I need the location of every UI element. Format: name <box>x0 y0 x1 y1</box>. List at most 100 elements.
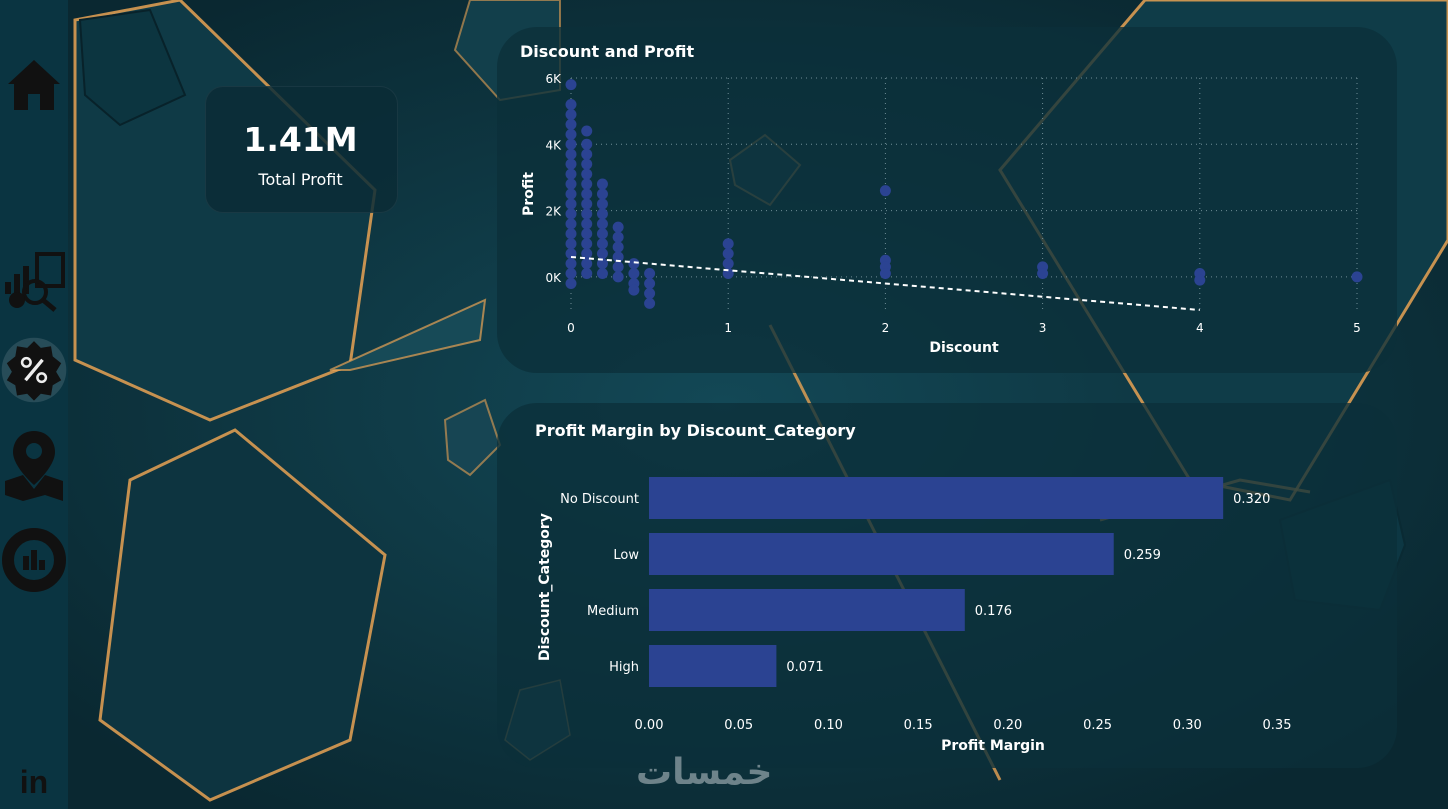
scatter-point <box>581 198 593 210</box>
scatter-point <box>581 125 593 137</box>
scatter-point <box>722 258 734 270</box>
category-label: High <box>609 660 639 675</box>
scatter-point <box>879 268 891 280</box>
scatter-point <box>581 248 593 260</box>
scatter-point <box>612 271 624 283</box>
scatter-point <box>722 238 734 250</box>
scatter-point <box>565 198 577 210</box>
x-tick-label: 0.15 <box>904 718 933 733</box>
data-label: 0.071 <box>786 660 823 675</box>
scatter-point <box>565 178 577 190</box>
scatter-chart-title: Discount and Profit <box>520 42 695 61</box>
scatter-point <box>722 248 734 260</box>
category-label: Medium <box>587 604 639 619</box>
scatter-point <box>565 128 577 140</box>
category-label: Low <box>613 548 639 563</box>
scatter-chart: 0K 2K 4K 6K 0 1 2 3 4 5 Discount Profit <box>521 72 1363 356</box>
x-axis-label: Discount <box>929 340 999 356</box>
scatter-point <box>596 238 608 250</box>
scatter-point <box>644 287 656 299</box>
home-icon[interactable] <box>0 52 68 116</box>
scatter-point <box>612 251 624 263</box>
scatter-point <box>612 221 624 233</box>
scatter-point <box>596 208 608 220</box>
scatter-chart-card <box>497 27 1397 373</box>
sidebar-nav: in <box>0 0 68 809</box>
x-axis-label: Profit Margin <box>941 738 1045 754</box>
scatter-point <box>1351 271 1363 283</box>
x-tick-label: 0.25 <box>1083 718 1112 733</box>
scatter-point <box>565 118 577 130</box>
scatter-point <box>565 108 577 120</box>
scatter-point <box>644 297 656 309</box>
scatter-point <box>596 198 608 210</box>
kpi-label: Total Profit <box>258 170 343 189</box>
scatter-point <box>879 185 891 197</box>
scatter-point <box>565 228 577 240</box>
scatter-point <box>565 268 577 280</box>
data-label: 0.176 <box>975 604 1012 619</box>
x-tick-label: 3 <box>1039 321 1047 335</box>
scatter-point <box>596 268 608 280</box>
data-label: 0.320 <box>1233 492 1270 507</box>
bar-chart: No Discount 0.320 Low 0.259 Medium 0.176 High 0… <box>537 477 1292 754</box>
bar <box>649 477 1224 519</box>
x-tick-label: 2 <box>882 321 890 335</box>
map-icon[interactable] <box>0 428 68 504</box>
scatter-point <box>581 178 593 190</box>
scatter-point <box>565 79 577 91</box>
bar <box>649 589 965 631</box>
scatter-point <box>581 268 593 280</box>
scatter-point <box>565 277 577 289</box>
x-tick-label: 0.10 <box>814 718 843 733</box>
scatter-point <box>612 241 624 253</box>
discount-icon[interactable] <box>0 330 68 410</box>
scatter-point <box>581 228 593 240</box>
scatter-point <box>565 208 577 220</box>
scatter-point <box>1194 274 1206 286</box>
total-profit-card <box>205 86 398 213</box>
data-label: 0.259 <box>1124 548 1161 563</box>
category-label: No Discount <box>560 492 639 507</box>
scatter-point <box>581 158 593 170</box>
scatter-point <box>581 148 593 160</box>
scatter-point <box>628 284 640 296</box>
scatter-point <box>581 258 593 270</box>
y-axis-label: Profit <box>521 172 537 216</box>
y-tick-label: 4K <box>545 138 562 152</box>
bar-chart-card <box>497 403 1397 768</box>
scatter-point <box>1037 268 1049 280</box>
scatter-point <box>565 138 577 150</box>
y-tick-label: 2K <box>545 205 562 219</box>
x-tick-label: 4 <box>1196 321 1204 335</box>
linkedin-icon[interactable]: in <box>19 763 49 800</box>
scatter-point <box>581 138 593 150</box>
scatter-point <box>596 228 608 240</box>
x-tick-label: 0 <box>567 321 575 335</box>
scatter-point <box>612 231 624 243</box>
x-tick-label: 0.05 <box>724 718 753 733</box>
donut-chart-icon[interactable] <box>0 525 68 595</box>
watermark-logo: خمسات <box>636 752 773 793</box>
analytics-icon[interactable] <box>0 250 68 314</box>
scatter-point <box>628 268 640 280</box>
scatter-point <box>565 148 577 160</box>
scatter-point <box>581 188 593 200</box>
y-tick-label: 6K <box>545 72 562 86</box>
scatter-point <box>565 168 577 180</box>
x-tick-label: 5 <box>1353 321 1361 335</box>
x-tick-label: 0.35 <box>1263 718 1292 733</box>
scatter-point <box>565 218 577 230</box>
scatter-point <box>644 277 656 289</box>
y-axis-label: Discount_Category <box>537 513 553 661</box>
bar <box>649 645 777 687</box>
kpi-value: 1.41M <box>243 120 358 159</box>
scatter-point <box>581 218 593 230</box>
scatter-point <box>565 158 577 170</box>
scatter-point <box>565 258 577 270</box>
scatter-point <box>596 188 608 200</box>
scatter-point <box>596 218 608 230</box>
scatter-point <box>581 168 593 180</box>
scatter-point <box>596 178 608 190</box>
scatter-point <box>565 99 577 111</box>
